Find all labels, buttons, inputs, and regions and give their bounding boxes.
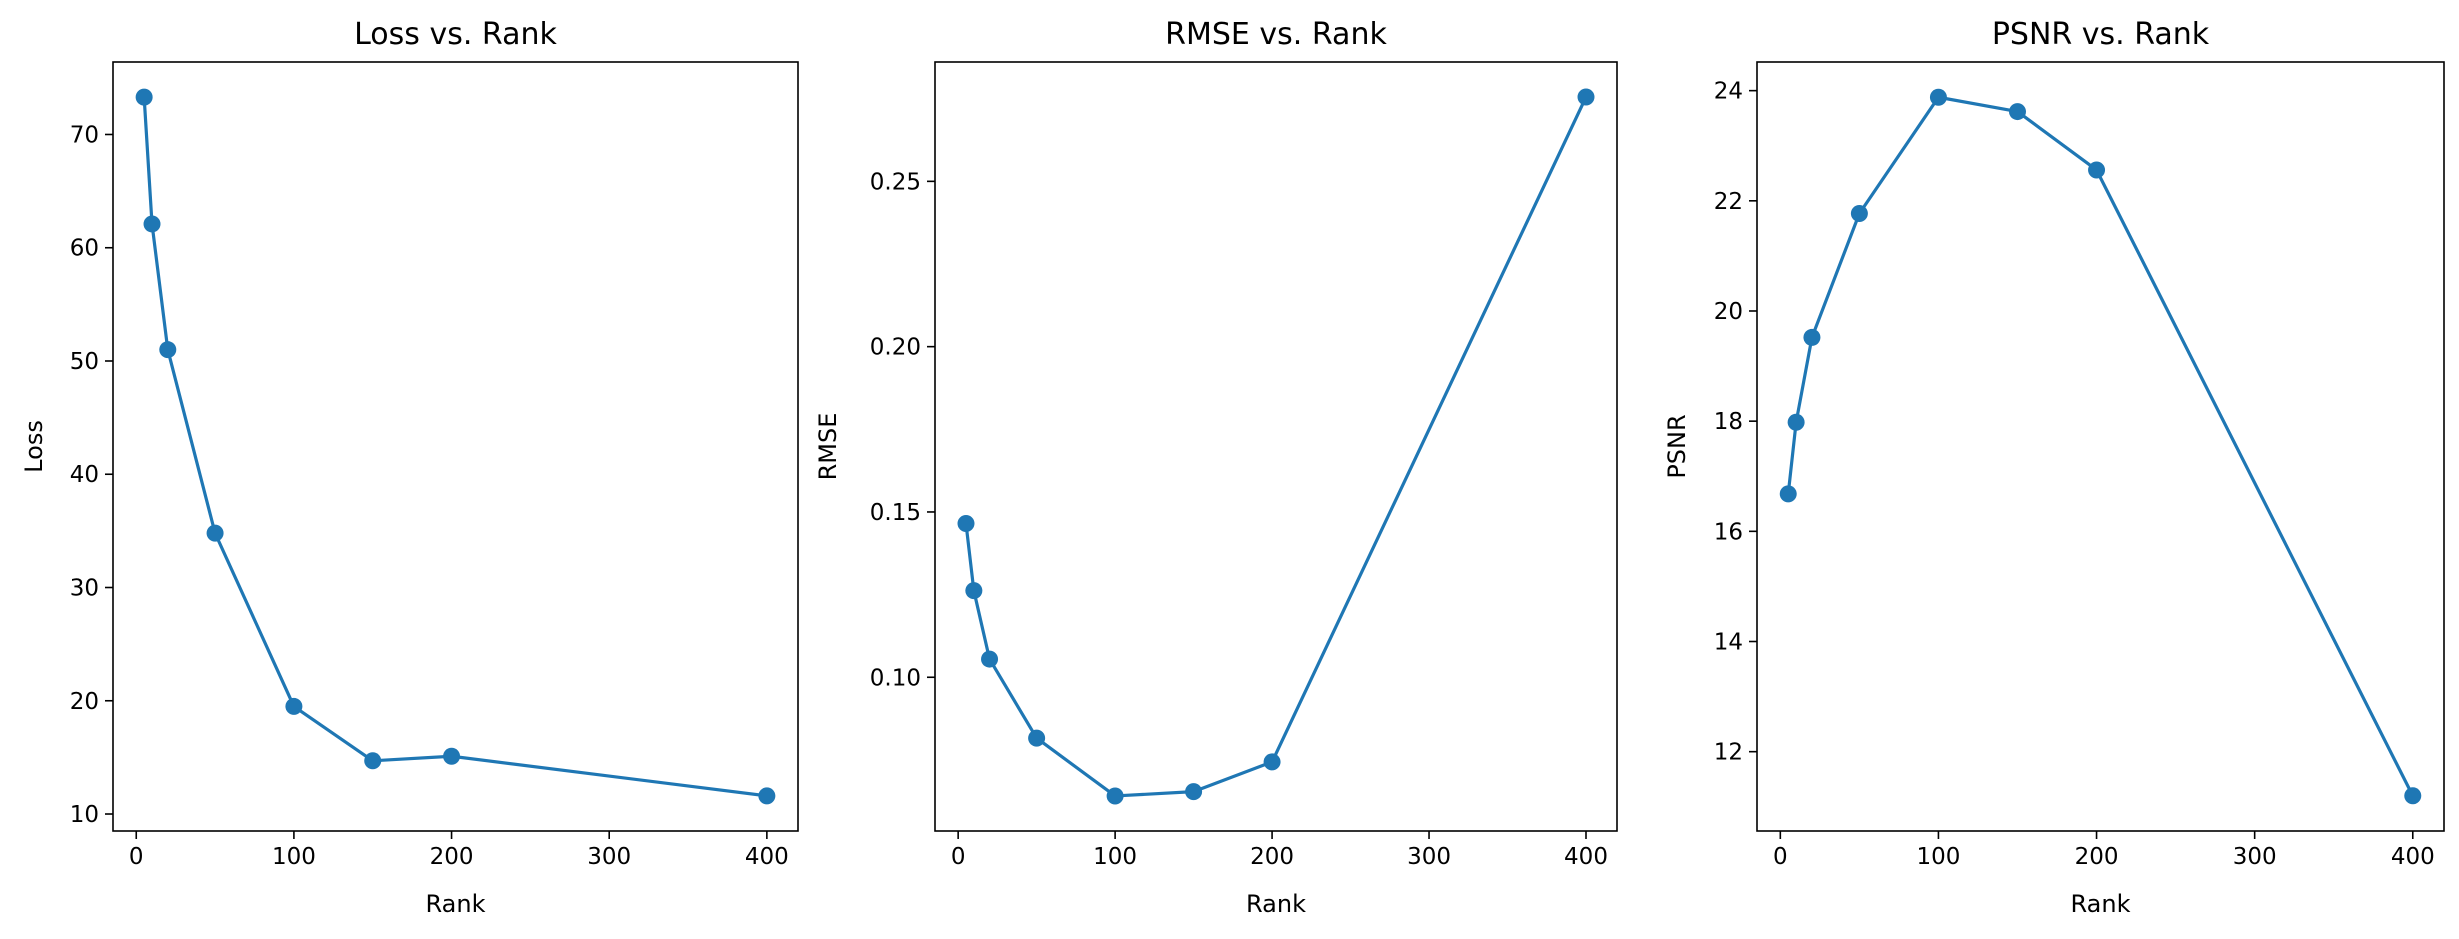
plot-area	[957, 88, 1595, 805]
data-point	[285, 697, 303, 715]
data-point	[1185, 783, 1203, 801]
x-axis-label: Rank	[1246, 890, 1306, 918]
y-tick-label: 0.20	[870, 335, 921, 361]
data-point	[143, 215, 161, 233]
y-tick-label: 0.10	[870, 665, 921, 691]
data-point	[957, 515, 975, 533]
series-line	[142, 97, 768, 798]
y-axis-label: RMSE	[814, 413, 842, 481]
y-tick-label: 40	[70, 462, 99, 488]
data-point	[1577, 88, 1595, 106]
y-tick-label: 50	[70, 349, 99, 375]
x-tick-label: 400	[745, 844, 789, 870]
x-tick-label: 200	[430, 844, 474, 870]
data-point	[1929, 88, 1947, 106]
y-tick-label: 70	[70, 122, 99, 148]
y-tick-label: 10	[70, 802, 99, 828]
data-point	[981, 650, 999, 668]
y-tick-label: 30	[70, 576, 99, 602]
x-tick-label: 100	[1093, 844, 1137, 870]
data-point	[1106, 787, 1124, 805]
subplot-title: PSNR vs. Rank	[1992, 17, 2210, 52]
y-tick-label: 24	[1714, 79, 1743, 105]
data-point	[2088, 161, 2106, 179]
x-tick-label: 100	[1916, 844, 1960, 870]
x-tick-label: 200	[1250, 844, 1294, 870]
x-axis-label: Rank	[426, 890, 486, 918]
data-point	[1803, 328, 1821, 346]
data-point	[2008, 103, 2026, 121]
y-tick-label: 12	[1714, 740, 1743, 766]
x-tick-label: 400	[1564, 844, 1608, 870]
x-tick-label: 0	[129, 844, 144, 870]
subplot-rmse: RMSE vs. Rank Rank RMSE 0 100 200 300 400 0.1…	[814, 17, 1618, 918]
x-tick-label: 400	[2391, 844, 2435, 870]
y-tick-label: 22	[1714, 189, 1743, 215]
subplot-title: RMSE vs. Rank	[1165, 17, 1387, 52]
data-point	[206, 524, 224, 542]
subplot-title: Loss vs. Rank	[354, 17, 557, 52]
x-tick-label: 200	[2075, 844, 2119, 870]
y-axis-label: PSNR	[1663, 414, 1691, 478]
x-tick-label: 0	[951, 844, 966, 870]
axes-frame	[1756, 61, 2445, 832]
x-tick-label: 0	[1773, 844, 1788, 870]
y-tick-label: 0.25	[870, 169, 921, 195]
y-tick-label: 20	[70, 689, 99, 715]
plot-area	[1779, 88, 2422, 805]
y-tick-label: 20	[1714, 299, 1743, 325]
x-tick-label: 300	[1407, 844, 1451, 870]
series-line	[964, 96, 1588, 798]
data-point	[1779, 485, 1797, 503]
x-tick-label: 100	[272, 844, 316, 870]
data-point	[364, 752, 382, 770]
axes-frame	[112, 61, 799, 832]
y-tick-label: 18	[1714, 409, 1743, 435]
y-axis-label: Loss	[20, 420, 48, 473]
series-line	[1786, 95, 2415, 797]
y-tick-label: 0.15	[870, 500, 921, 526]
data-point	[2404, 787, 2422, 805]
y-tick-label: 16	[1714, 519, 1743, 545]
plot-area	[135, 88, 776, 805]
data-point	[159, 341, 177, 359]
data-point	[1787, 413, 1805, 431]
y-tick-label: 60	[70, 236, 99, 262]
x-tick-label: 300	[2233, 844, 2277, 870]
y-tick-label: 14	[1714, 630, 1743, 656]
data-point	[1028, 729, 1046, 747]
data-point	[135, 88, 153, 106]
subplot-loss: Loss vs. Rank Rank Loss 0 100 200 300 400 10 2…	[20, 17, 799, 918]
data-point	[965, 582, 983, 600]
subplot-psnr: PSNR vs. Rank Rank PSNR 0 100 200 300 400 12 1…	[1663, 17, 2445, 918]
axes-frame	[934, 61, 1618, 832]
data-point	[1263, 753, 1281, 771]
data-point	[758, 787, 776, 805]
data-point	[443, 747, 461, 765]
x-axis-label: Rank	[2071, 890, 2131, 918]
x-tick-label: 300	[587, 844, 631, 870]
data-point	[1850, 204, 1868, 222]
